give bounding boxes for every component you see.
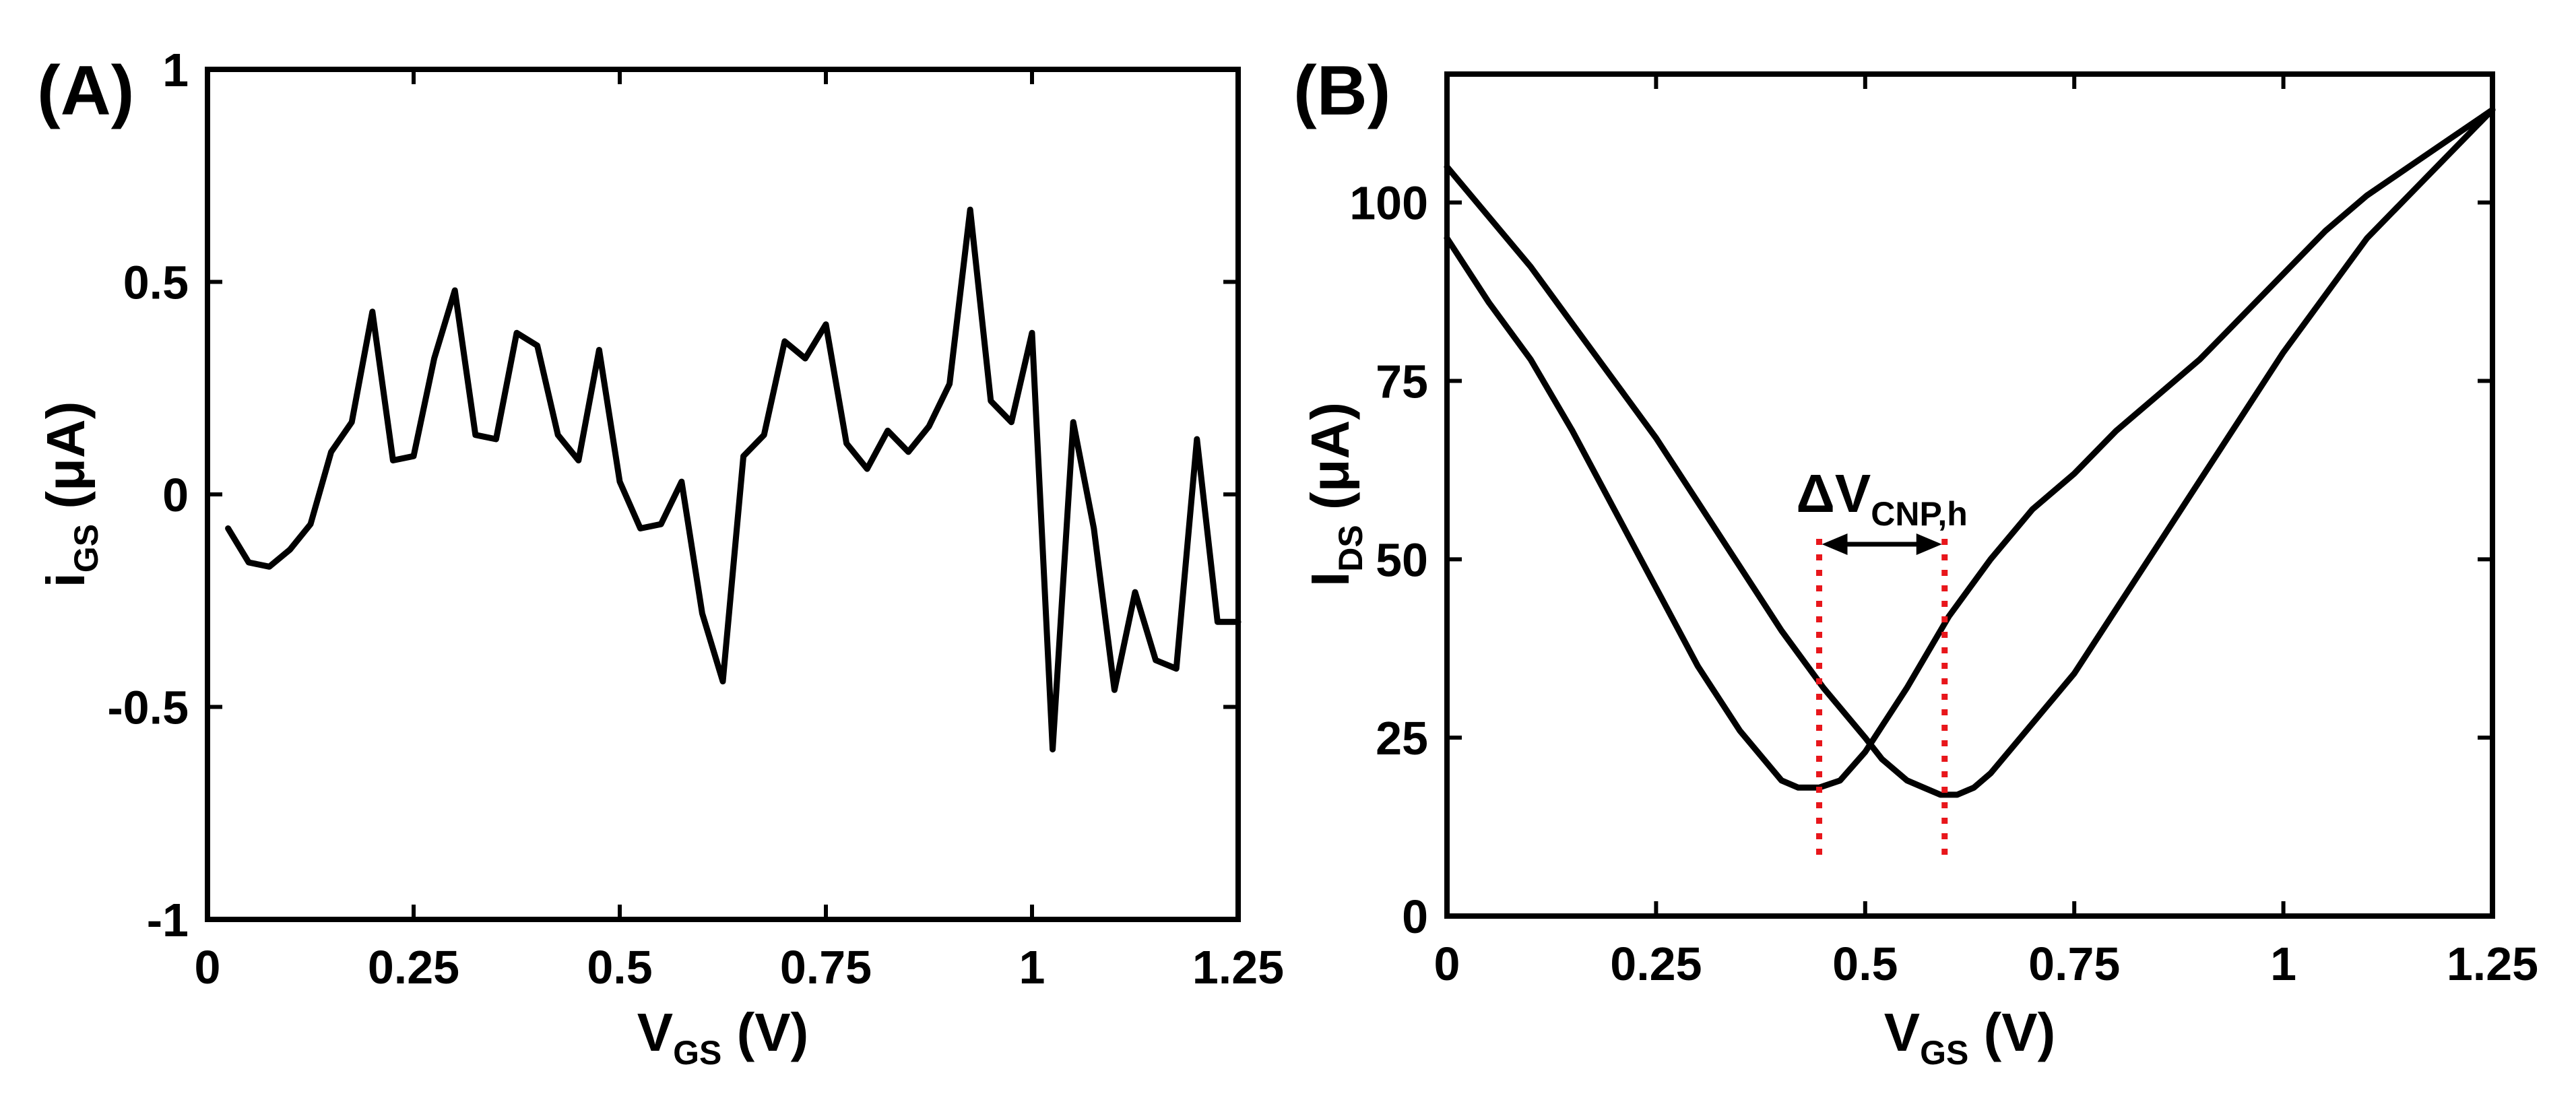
panel-b-x-tick-label: 0.25 — [1610, 938, 1702, 990]
panel-b-plot-frame — [1444, 71, 2495, 919]
delta-v-label-sub: CNP,h — [1871, 495, 1968, 533]
delta-v-arrowhead-left — [1822, 533, 1848, 555]
panel-b-y-axis-title: IDS (μA) — [1300, 402, 1370, 587]
panel-a-x-tick-label: 1.25 — [1192, 941, 1284, 994]
panel-b-y-axis-sub: DS — [1332, 525, 1370, 571]
panel-a-x-axis-unit: (V) — [721, 1002, 808, 1062]
panel-b-x-tick-label: 0 — [1434, 938, 1460, 990]
panel-b-x-axis-unit: (V) — [1968, 1002, 2055, 1062]
panel-b-x-axis-var: V — [1884, 1002, 1920, 1062]
panel-a-y-tick-label: 0 — [162, 469, 189, 521]
panel-b-x-tick-label: 1 — [2270, 938, 2296, 990]
panel-a-x-tick-labels: 0 0.25 0.5 0.75 1 1.25 — [195, 941, 1285, 994]
panel-b-reverse-sweep-line — [1444, 106, 2496, 798]
panel-a-y-tick-label: -1 — [147, 894, 189, 946]
delta-v-cnp-label: ΔVCNP,h — [1796, 463, 1967, 533]
panel-b-y-tick-label: 100 — [1349, 177, 1428, 230]
panel-a-x-tick-label: 0 — [195, 941, 221, 994]
panel-b-x-axis-sub: GS — [1920, 1034, 1968, 1072]
panel-b-y-tick-labels: 0 25 50 75 100 — [1349, 177, 1428, 943]
panel-a-x-tick-label: 1 — [1019, 941, 1045, 994]
panel-b-y-axis-unit: (μA) — [1300, 402, 1360, 525]
panel-a-x-axis-title: VGS (V) — [637, 1002, 808, 1072]
delta-v-label-main: ΔV — [1796, 463, 1871, 523]
panel-a-x-tick-label: 0.75 — [780, 941, 872, 994]
panel-b-x-tick-label: 1.25 — [2447, 938, 2538, 990]
panel-b-y-tick-label: 0 — [1402, 890, 1428, 943]
panel-b-y-tick-label: 25 — [1376, 712, 1428, 765]
delta-v-arrowhead-right — [1916, 533, 1942, 555]
panel-a-y-axis-unit: (μA) — [36, 401, 96, 524]
panel-b-x-axis-title: VGS (V) — [1884, 1002, 2055, 1072]
panel-a-y-tick-label: 0.5 — [123, 257, 189, 309]
panel-b-forward-sweep-line — [1444, 106, 2496, 791]
panel-a-y-tick-label: 1 — [162, 44, 189, 96]
panel-a-y-axis-sub: GS — [67, 524, 105, 573]
panel-b-y-axis-var: I — [1300, 572, 1360, 587]
panel-a-y-axis-title: iGS (μA) — [36, 401, 105, 588]
panel-a-x-tick-label: 0.5 — [587, 941, 652, 994]
panel-b-label: (B) — [1293, 52, 1390, 130]
panel-a-x-axis-sub: GS — [673, 1034, 721, 1072]
panel-b-y-tick-label: 75 — [1376, 356, 1428, 408]
panel-b-x-tick-label: 0.5 — [1832, 938, 1898, 990]
panel-a-y-tick-label: -0.5 — [107, 682, 189, 734]
panel-a-plot-frame — [205, 67, 1241, 922]
panel-b-y-tick-label: 50 — [1376, 533, 1428, 586]
panel-a-x-tick-label: 0.25 — [368, 941, 459, 994]
panel-a: (A) 0 0.25 0.5 0.75 1 1.25 -1 -0.5 0 0.5… — [36, 44, 1284, 1072]
panel-a-igs-series-line — [225, 206, 1242, 753]
panel-a-x-axis-var: V — [637, 1002, 673, 1062]
panel-b: (B) 0 0.25 0.5 0.75 1 1.25 0 25 50 75 10… — [1293, 52, 2538, 1072]
panel-a-y-axis-var: i — [36, 573, 96, 587]
panel-a-label: (A) — [37, 52, 134, 130]
panel-b-x-tick-label: 0.75 — [2028, 938, 2120, 990]
panel-b-ticks — [1445, 74, 2494, 918]
panel-b-x-tick-labels: 0 0.25 0.5 0.75 1 1.25 — [1434, 938, 2539, 990]
panel-a-ticks — [205, 67, 1240, 921]
panel-a-y-tick-labels: -1 -0.5 0 0.5 1 — [107, 44, 189, 946]
